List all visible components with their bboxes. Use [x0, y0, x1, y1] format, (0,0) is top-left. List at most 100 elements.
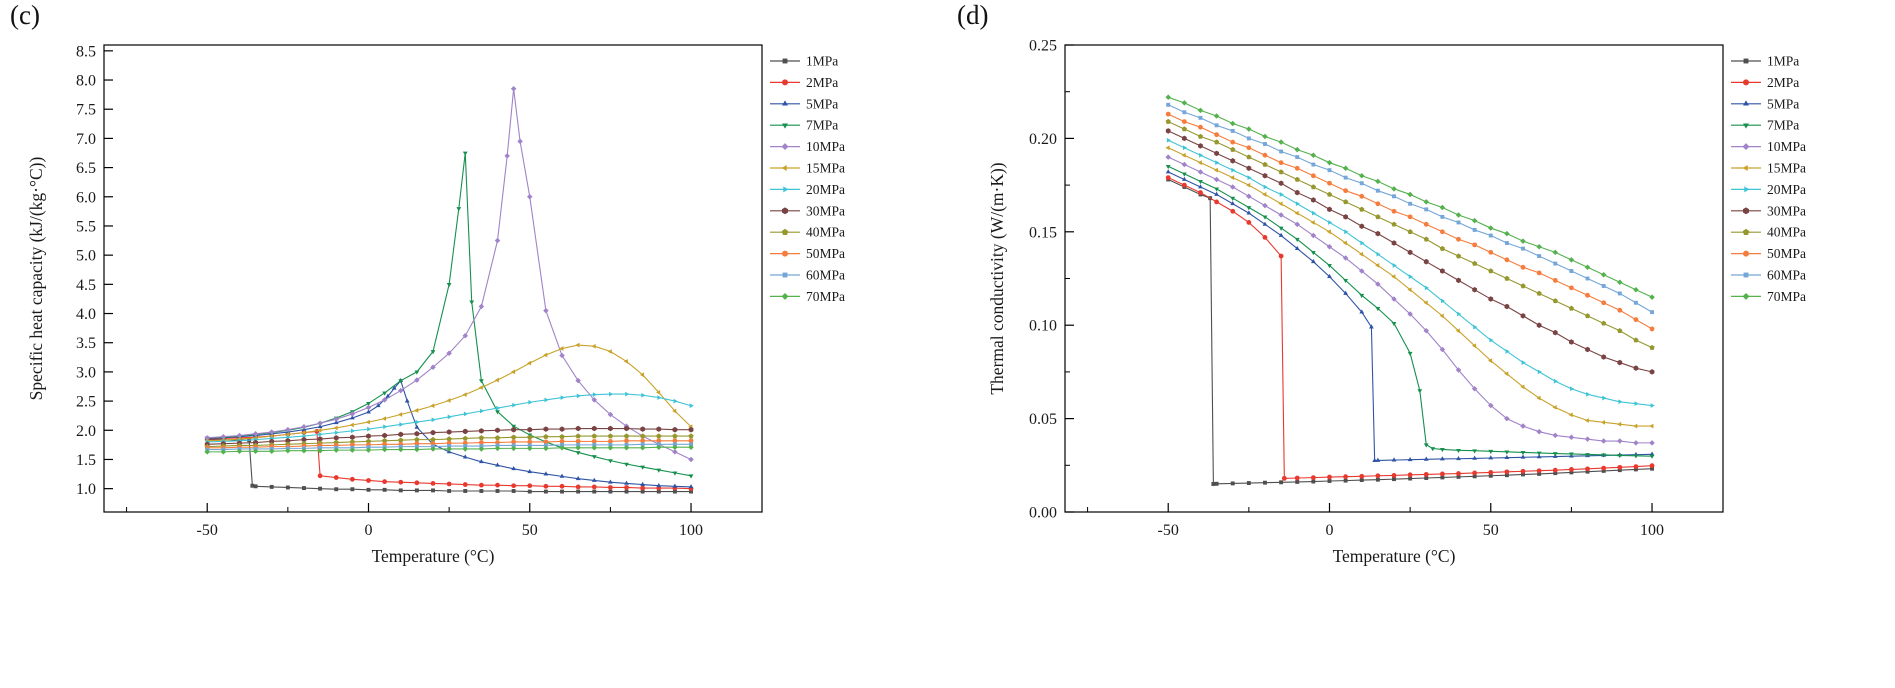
legend-item-15MPa: 15MPa — [1731, 161, 1806, 176]
legend-label: 40MPa — [806, 225, 845, 240]
legend-item-60MPa: 60MPa — [770, 268, 845, 283]
legend-item-50MPa: 50MPa — [1731, 246, 1806, 261]
legend-item-1MPa: 1MPa — [770, 54, 838, 69]
x-tick-label: 0 — [364, 522, 372, 539]
legend-marker-icon — [782, 79, 788, 86]
legend-label: 1MPa — [1767, 54, 1799, 69]
legend-label: 60MPa — [806, 268, 845, 283]
legend-item-1MPa: 1MPa — [1731, 54, 1799, 69]
series-line-20MPa — [1167, 139, 1653, 407]
legend-label: 10MPa — [1767, 139, 1806, 154]
series-markers-15MPa — [204, 342, 693, 444]
x-tick-label: -50 — [1158, 522, 1179, 539]
legend-label: 10MPa — [806, 139, 845, 154]
legend-marker-icon — [782, 272, 788, 278]
legend-marker-icon — [1743, 207, 1749, 215]
y-tick-label: 8.5 — [76, 43, 96, 60]
series-markers-10MPa — [1165, 154, 1655, 446]
y-tick-label: 5.0 — [76, 248, 96, 265]
legend-item-50MPa: 50MPa — [770, 246, 845, 261]
legend-marker-icon — [1744, 186, 1750, 193]
y-tick-label: 0.15 — [1029, 224, 1057, 241]
y-tick-label: 2.5 — [76, 394, 96, 411]
thermal-conductivity-chart: -50 0 50 100 0.00 0.05 0.10 0.15 0.20 0.25 Tempera… — [987, 38, 1806, 567]
x-axis-title: Temperature (°C) — [372, 546, 495, 566]
series-markers-50MPa — [1165, 111, 1655, 332]
legend-item-20MPa: 20MPa — [770, 182, 845, 197]
series-markers-7MPa — [1165, 165, 1655, 459]
y-tick-label: 0.10 — [1029, 318, 1057, 335]
legend-item-70MPa: 70MPa — [770, 289, 845, 304]
x-tick-label: -50 — [197, 522, 218, 539]
legend-marker-icon — [782, 207, 788, 215]
y-tick-label: 0.25 — [1029, 38, 1057, 55]
legend-label: 7MPa — [1767, 118, 1799, 133]
legend-item-60MPa: 60MPa — [1731, 268, 1806, 283]
series-line-15MPa — [1167, 147, 1653, 427]
legend-marker-icon — [782, 123, 788, 129]
series-markers-1MPa — [1166, 177, 1654, 486]
legend-label: 60MPa — [1767, 268, 1806, 283]
legend-label: 2MPa — [806, 75, 838, 90]
legend-label: 70MPa — [1767, 289, 1806, 304]
series-markers-15MPa — [1165, 145, 1654, 429]
legend-label: 50MPa — [806, 246, 845, 261]
legend-item-15MPa: 15MPa — [770, 161, 845, 176]
legend-item-70MPa: 70MPa — [1731, 289, 1806, 304]
y-tick-label: 0.00 — [1029, 505, 1057, 522]
legend-label: 20MPa — [806, 182, 845, 197]
legend-item-2MPa: 2MPa — [770, 75, 838, 90]
legend-item-7MPa: 7MPa — [770, 118, 838, 133]
y-tick-label: 7.0 — [76, 131, 96, 148]
legend-item-5MPa: 5MPa — [770, 96, 838, 111]
legend-label: 5MPa — [1767, 96, 1799, 111]
legend-item-40MPa: 40MPa — [1731, 225, 1806, 240]
legend: 1MPa 2MPa 5MPa 7MPa 10MPa 15MPa 20MPa 30MPa 40MP… — [1731, 54, 1806, 304]
legend-marker-icon — [1743, 272, 1749, 278]
x-tick-label: 50 — [1483, 522, 1499, 539]
y-tick-label: 1.0 — [76, 481, 96, 498]
legend-label: 15MPa — [806, 161, 845, 176]
legend: 1MPa 2MPa 5MPa 7MPa 10MPa 15MPa 20MPa 30MPa 40MP… — [770, 54, 845, 304]
legend-item-7MPa: 7MPa — [1731, 118, 1799, 133]
legend-label: 20MPa — [1767, 182, 1806, 197]
y-tick-label: 3.0 — [76, 364, 96, 381]
y-tick-label: 1.5 — [76, 452, 96, 469]
legend-label: 1MPa — [806, 54, 838, 69]
series-line-50MPa — [1167, 113, 1653, 330]
legend-label: 30MPa — [806, 203, 845, 218]
legend-label: 7MPa — [806, 118, 838, 133]
y-tick-label: 3.5 — [76, 335, 96, 352]
legend-item-2MPa: 2MPa — [1731, 75, 1799, 90]
panel-label-d: (d) — [957, 0, 989, 30]
x-tick-label: 50 — [522, 522, 538, 539]
x-tick-label: 100 — [679, 522, 703, 539]
legend-label: 5MPa — [806, 96, 838, 111]
series-line-5MPa — [207, 379, 692, 488]
series-line-15MPa — [207, 344, 692, 442]
panel-d: (d) -50 0 50 100 0.00 0.05 0.10 0.15 0.20 0.25 Tem… — [947, 0, 1894, 688]
legend-item-20MPa: 20MPa — [1731, 182, 1806, 197]
series-markers-60MPa — [1166, 102, 1654, 315]
legend-marker-icon — [782, 58, 788, 64]
y-tick-label: 0.20 — [1029, 131, 1057, 148]
legend-item-40MPa: 40MPa — [770, 225, 845, 240]
legend-marker-icon — [1742, 228, 1750, 235]
legend-marker-icon — [781, 165, 787, 171]
legend-marker-icon — [1742, 292, 1750, 300]
legend-marker-icon — [781, 143, 789, 151]
legend-marker-icon — [1743, 58, 1749, 64]
legend-label: 2MPa — [1767, 75, 1799, 90]
series-markers-70MPa — [1165, 94, 1655, 300]
legend-item-10MPa: 10MPa — [770, 139, 845, 154]
legend-marker-icon — [1743, 123, 1749, 129]
legend-item-30MPa: 30MPa — [1731, 203, 1806, 218]
series-markers-20MPa — [1166, 137, 1655, 408]
legend-marker-icon — [1743, 79, 1749, 86]
series-markers-30MPa — [1165, 128, 1655, 375]
y-tick-label: 0.05 — [1029, 411, 1057, 428]
legend-item-5MPa: 5MPa — [1731, 96, 1799, 111]
x-tick-label: 0 — [1325, 522, 1333, 539]
y-axis-title: Thermal conductivity (W/(m·K)) — [987, 162, 1007, 394]
